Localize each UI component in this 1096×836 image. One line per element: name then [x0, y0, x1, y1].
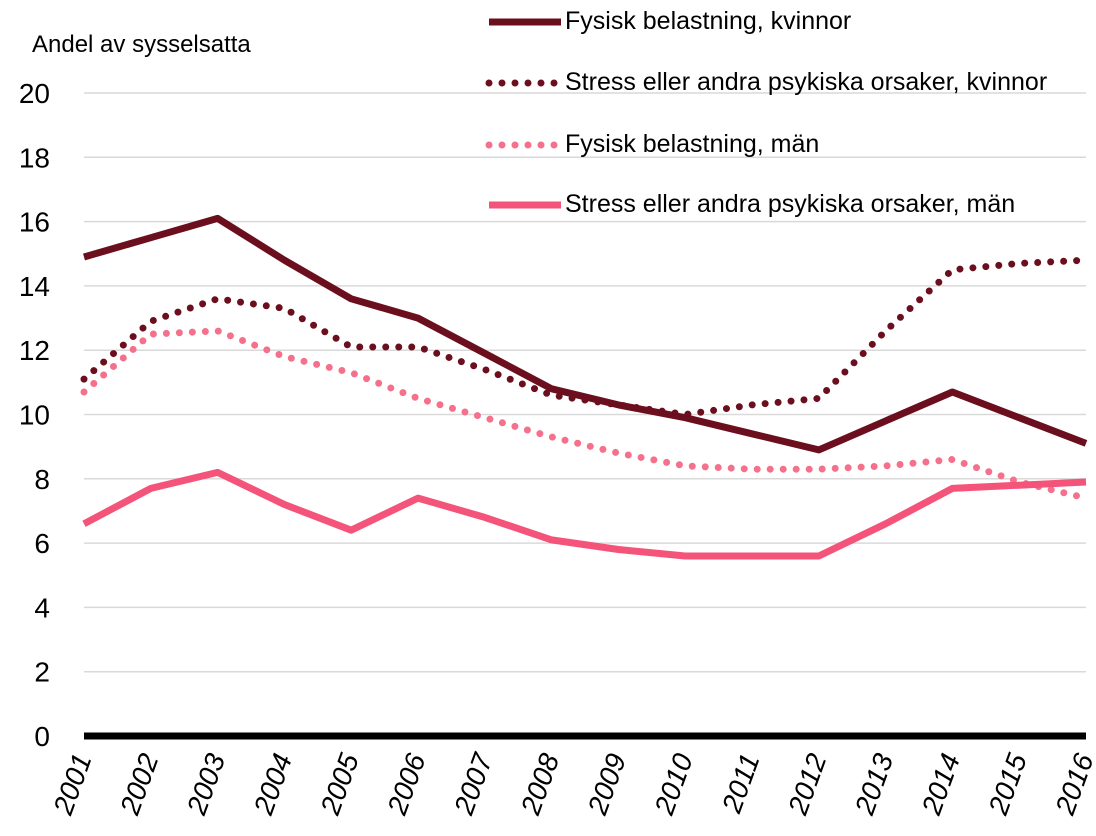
y-tick-label: 2 — [34, 657, 50, 688]
y-tick-label: 6 — [34, 528, 50, 559]
legend-label: Stress eller andra psykiska orsaker, män — [565, 190, 1016, 218]
legend-label: Fysisk belastning, män — [565, 130, 820, 158]
y-axis-label: Andel av sysselsatta — [32, 31, 251, 58]
legend-label: Stress eller andra psykiska orsaker, kvi… — [565, 68, 1048, 96]
y-tick-label: 4 — [34, 592, 50, 623]
x-tick-label: 2006 — [381, 749, 432, 819]
x-tick-label: 2009 — [581, 749, 632, 819]
y-tick-label: 12 — [19, 335, 50, 366]
y-tick-label: 10 — [19, 400, 50, 431]
x-tick-label: 2002 — [114, 749, 165, 819]
x-tick-label: 2010 — [648, 749, 699, 819]
x-tick-label: 2007 — [448, 748, 499, 819]
x-tick-label: 2014 — [915, 749, 966, 819]
series-line — [80, 256, 1090, 418]
y-tick-label: 8 — [34, 464, 50, 495]
x-tick-label: 2013 — [848, 749, 899, 819]
x-tick-label: 2004 — [247, 749, 298, 819]
legend-label: Fysisk belastning, kvinnor — [565, 7, 852, 35]
y-tick-label: 16 — [19, 207, 50, 238]
y-tick-label: 0 — [34, 721, 50, 752]
y-tick-label: 20 — [19, 78, 50, 109]
series-line — [82, 468, 1087, 560]
x-tick-label: 2015 — [982, 749, 1033, 819]
x-tick-label: 2008 — [514, 749, 565, 819]
x-tick-label: 2016 — [1049, 749, 1096, 819]
x-tick-label: 2012 — [782, 749, 833, 819]
x-tick-label: 2005 — [314, 749, 365, 819]
x-tick-label: 2001 — [47, 749, 98, 819]
x-tick-label: 2011 — [716, 749, 766, 817]
y-tick-label: 14 — [19, 271, 50, 302]
x-tick-label: 2003 — [180, 749, 231, 819]
y-tick-label: 18 — [19, 142, 50, 173]
